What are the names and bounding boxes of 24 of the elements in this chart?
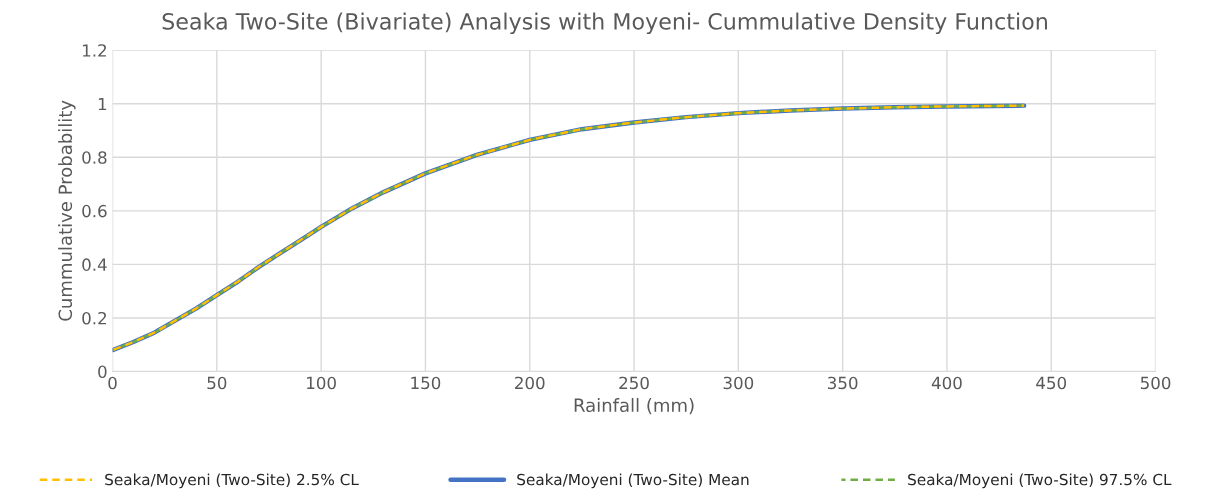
x-tick-label: 50	[207, 376, 227, 390]
y-tick-label: 1.2	[82, 44, 106, 57]
x-tick-label: 300	[723, 376, 754, 390]
y-tick-label: 0.4	[82, 258, 107, 271]
y-tick-label: 0.6	[82, 204, 107, 218]
y-tick-label: 1	[98, 97, 107, 111]
x-tick-label: 0	[108, 376, 117, 390]
x-axis-title: Rainfall (mm)	[574, 398, 694, 415]
legend-label: Seaka/Moyeni (Two-Site) Mean	[517, 473, 749, 489]
y-tick-label: 0	[98, 365, 107, 379]
x-tick-label: 150	[411, 376, 441, 390]
legend-label: Seaka/Moyeni (Two-Site) 97.5% CL	[908, 473, 1172, 489]
x-tick-label: 400	[931, 376, 962, 390]
x-tick-label: 250	[619, 376, 649, 390]
legend-label: Seaka/Moyeni (Two-Site) 2.5% CL	[105, 473, 359, 489]
x-tick-label: 350	[828, 376, 858, 390]
x-tick-label: 500	[1140, 376, 1171, 390]
chart-title: Seaka Two-Site (Bivariate) Analysis with Moyeni- Cummulative Density Function	[162, 12, 1047, 35]
y-axis-title: Cummulative Probability	[58, 100, 76, 321]
y-tick-label: 0.8	[82, 151, 107, 164]
x-tick-label: 450	[1036, 376, 1067, 390]
x-tick-label: 100	[307, 376, 336, 390]
y-tick-label: 0.2	[82, 311, 106, 325]
x-tick-label: 200	[515, 376, 545, 390]
